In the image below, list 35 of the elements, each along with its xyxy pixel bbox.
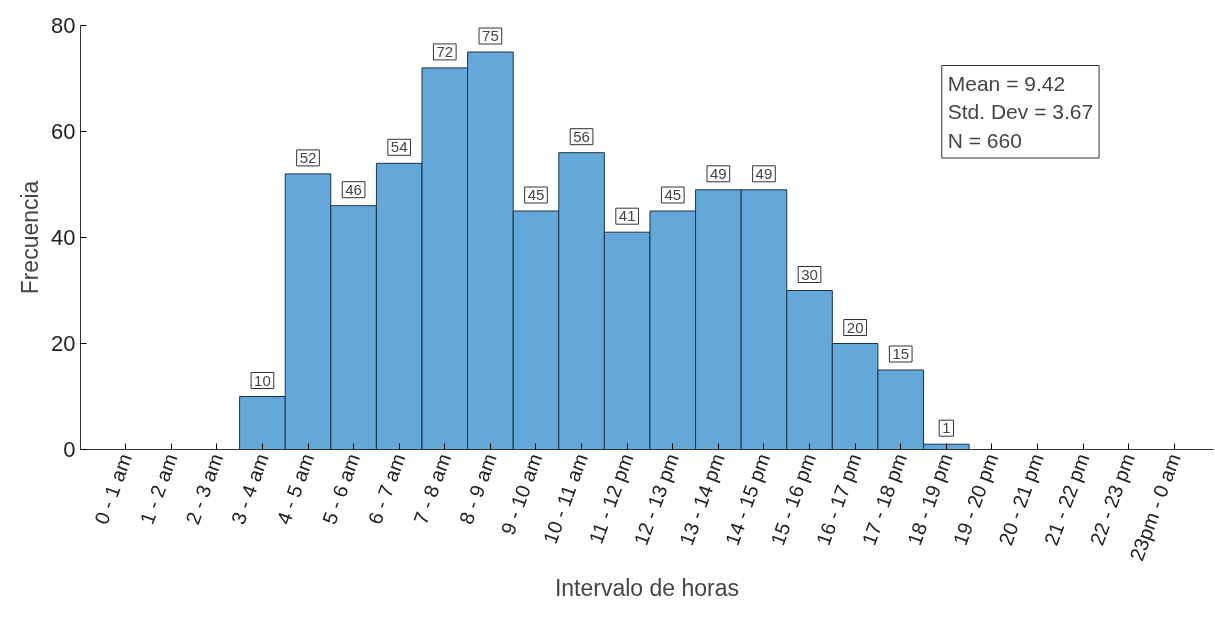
y-tick-label: 60 (51, 119, 76, 144)
annotation: Std. Dev = 3.67 (947, 100, 1094, 124)
data-label: 15 (892, 345, 910, 362)
x-tick-label: 0 - 1 am (90, 450, 136, 528)
data-label: 72 (436, 42, 454, 60)
data-label: 20 (846, 318, 864, 336)
data-label: 1 (942, 419, 951, 437)
x-tick-label: 5 - 6 am (318, 450, 364, 528)
data-label: 41 (618, 207, 636, 225)
data-label: 49 (710, 164, 727, 182)
x-tick-label: 7 - 8 am (409, 450, 456, 528)
annotation: N = 660 (947, 129, 1022, 152)
x-tick-label: 6 - 7 am (363, 450, 410, 528)
x-tick-label: 2 - 3 am (181, 450, 228, 528)
y-tick-label: 20 (51, 331, 76, 356)
data-label: 30 (801, 265, 818, 283)
data-label: 49 (755, 164, 773, 182)
data-label: 52 (299, 148, 317, 166)
data-label: 45 (527, 186, 545, 203)
data-label: 46 (345, 180, 362, 198)
y-tick-label: 40 (51, 225, 76, 250)
x-tick-label: 8 - 9 am (454, 450, 501, 528)
annotation: Mean = 9.42 (947, 71, 1066, 95)
x-tick-label: 1 - 2 am (135, 450, 182, 528)
data-label: 10 (254, 371, 271, 389)
x-axis-title: Intervalo de horas (554, 575, 740, 602)
data-label: 45 (664, 186, 682, 203)
data-label: 56 (573, 127, 590, 145)
x-tick-label: 3 - 4 am (226, 450, 273, 528)
x-tick-label: 4 - 5 am (272, 450, 319, 528)
y-tick-label: 0 (63, 437, 76, 462)
data-label: 75 (482, 27, 499, 44)
data-label: 54 (390, 138, 408, 156)
y-tick-label: 80 (51, 13, 76, 38)
y-axis-title: Frecuencia (17, 180, 44, 295)
